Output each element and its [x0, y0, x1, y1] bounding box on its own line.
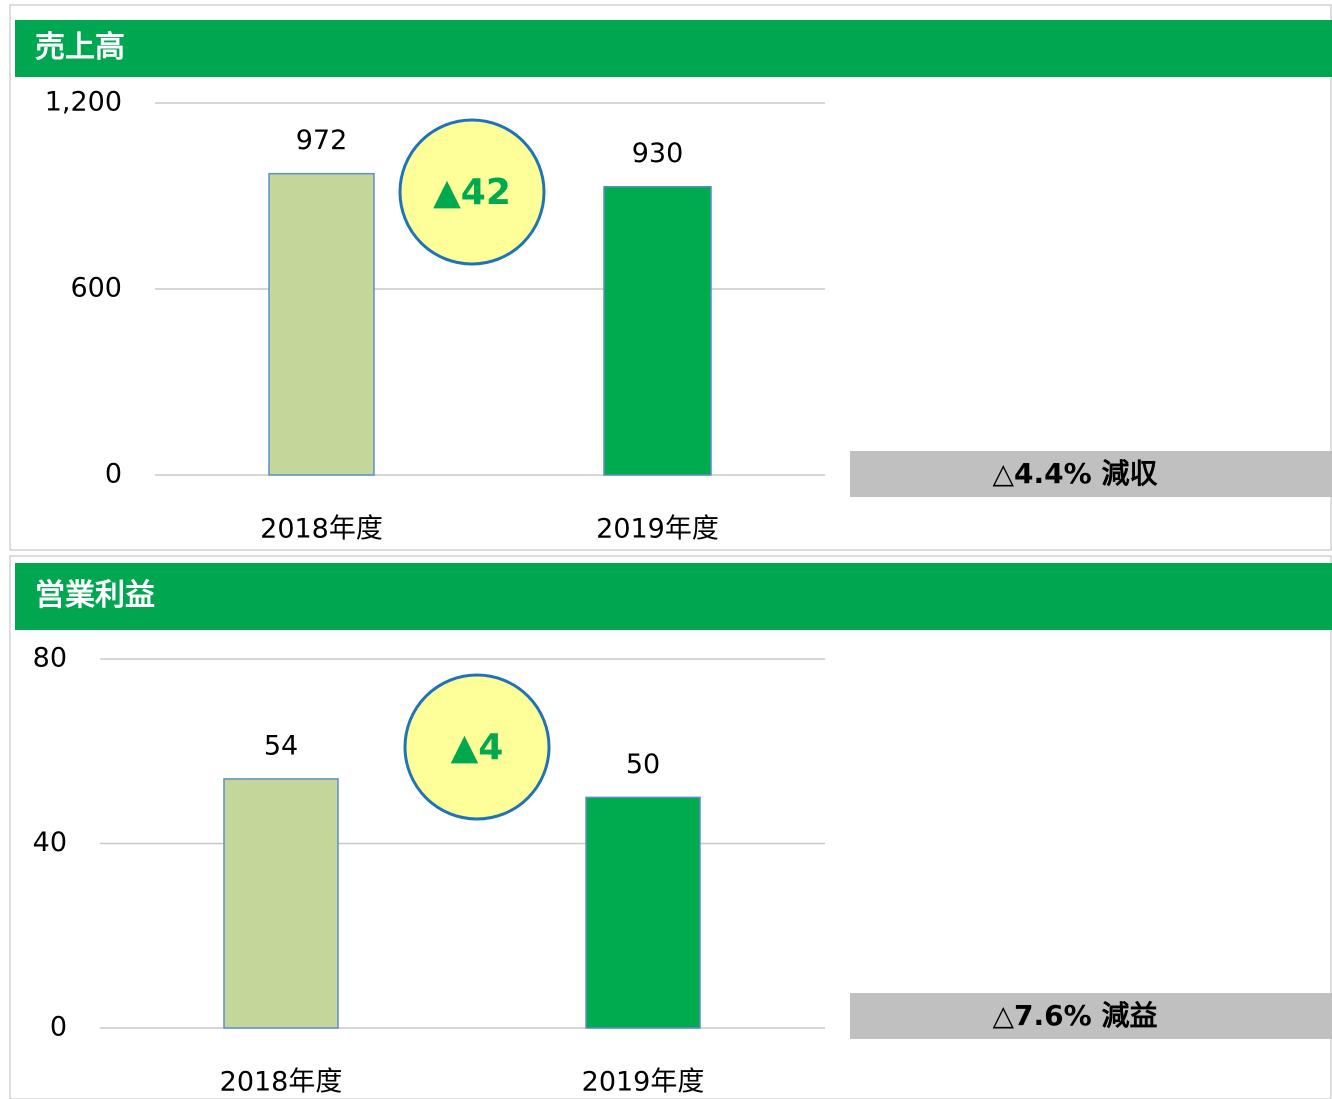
x-tick-label: 2019年度: [596, 514, 719, 545]
data-label: 54: [264, 730, 298, 761]
x-tick-label: 2019年度: [582, 1067, 705, 1098]
data-label: 50: [626, 749, 660, 780]
y-tick-label: 1,200: [45, 87, 122, 118]
note: △7.6% 減益: [993, 999, 1158, 1032]
data-label: 930: [632, 138, 684, 169]
annotation-circle: [398, 118, 546, 266]
bar: [585, 796, 701, 1029]
note-box: [850, 451, 1332, 497]
y-tick-label: 0: [50, 1012, 67, 1043]
chart-title: 売上高: [35, 30, 125, 65]
bar: [268, 172, 375, 476]
header-bar: [15, 20, 1332, 77]
x-tick-label: 2018年度: [260, 514, 383, 545]
y-tick-label: 600: [70, 273, 122, 304]
chart-title: 営業利益: [35, 578, 155, 613]
bar: [603, 185, 712, 476]
annotation: ▲4: [451, 727, 504, 768]
annotation-circle: [403, 673, 551, 821]
y-tick-label: 0: [105, 459, 122, 490]
panel-border: [9, 4, 1332, 551]
y-tick-label: 40: [33, 827, 67, 858]
y-tick-label: 80: [33, 643, 67, 674]
note-box: [850, 993, 1332, 1039]
x-tick-label: 2018年度: [220, 1067, 343, 1098]
bar: [223, 778, 339, 1029]
annotation: ▲42: [433, 172, 511, 213]
panel-border: [9, 555, 1332, 1099]
note: △4.4% 減収: [993, 457, 1159, 490]
data-label: 972: [296, 125, 348, 156]
header-bar: [15, 563, 1332, 630]
